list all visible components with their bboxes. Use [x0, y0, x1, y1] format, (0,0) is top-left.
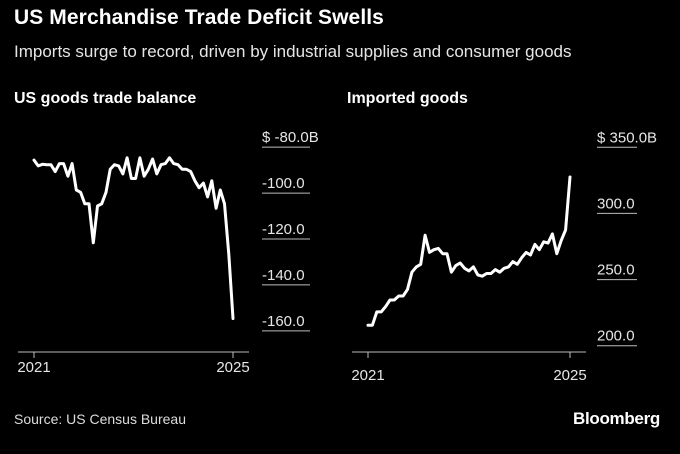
chart-subtitle: Imports surge to record, driven by indus…: [14, 42, 572, 61]
right-y-tick-label: 300.0: [597, 195, 635, 212]
left-y-tick-label: $ -80.0B: [262, 129, 319, 146]
right-y-tick-label: 200.0: [597, 328, 635, 345]
left-y-tick-label: -120.0: [262, 221, 305, 238]
chart-title: US Merchandise Trade Deficit Swells: [14, 6, 384, 29]
left-panel-title: US goods trade balance: [14, 90, 197, 107]
source-note: Source: US Census Bureau: [14, 411, 186, 427]
brand-logo: Bloomberg: [572, 409, 660, 428]
right-x-tick-label: 2025: [553, 367, 586, 384]
right-series-line: [366, 175, 572, 327]
left-y-tick-label: -140.0: [262, 267, 305, 284]
left-x-tick-label: 2025: [216, 359, 249, 376]
left-y-tick-label: -100.0: [262, 175, 305, 192]
right-panel-title: Imported goods: [347, 90, 468, 107]
left-series-line: [32, 156, 235, 320]
left-x-tick-label: 2021: [17, 359, 50, 376]
left-y-tick-label: -160.0: [262, 313, 305, 330]
right-y-tick-label: 250.0: [597, 262, 635, 279]
right-y-tick-label: $ 350.0B: [597, 129, 657, 146]
right-x-tick-label: 2021: [351, 367, 384, 384]
